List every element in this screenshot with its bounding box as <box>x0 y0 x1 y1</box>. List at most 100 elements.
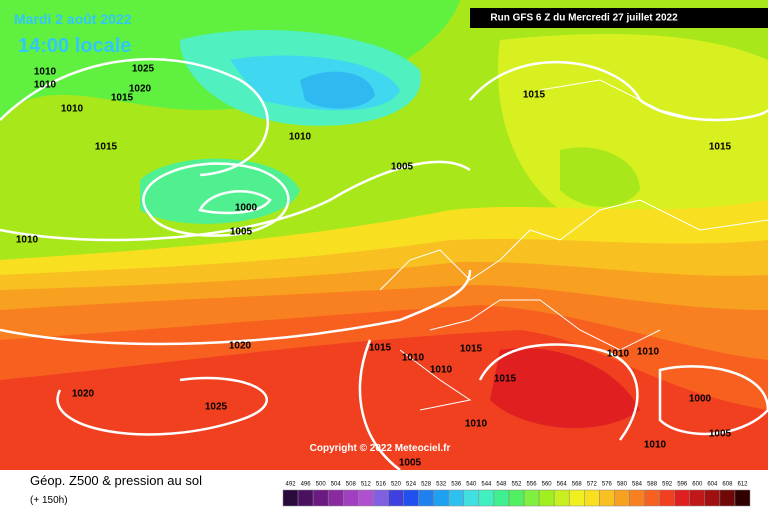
isobar-label: 1020 <box>72 389 95 400</box>
scale-label: 540 <box>466 482 477 488</box>
isobar-label: 1010 <box>16 235 39 246</box>
scale-swatch <box>343 489 359 507</box>
footer-subtitle: (+ 150h) <box>30 495 68 506</box>
scale-label: 552 <box>511 482 522 488</box>
isobar-label: 1010 <box>34 67 57 78</box>
scale-swatch <box>448 489 465 507</box>
scale-label: 524 <box>406 482 417 488</box>
isobar <box>658 365 768 436</box>
scale-swatch <box>388 489 404 507</box>
scale-swatch <box>704 489 721 507</box>
scale-swatch <box>659 489 675 507</box>
isobar-label: 1010 <box>289 132 312 143</box>
footer-title: Géop. Z500 & pression au sol <box>30 473 202 488</box>
isobar-label: 1015 <box>369 343 392 354</box>
isobar <box>0 57 269 177</box>
scale-label: 496 <box>301 482 312 488</box>
isobar-label: 1010 <box>637 347 660 358</box>
isobar-label: 1010 <box>430 365 453 376</box>
isobar-label: 1000 <box>235 203 258 214</box>
scale-swatch <box>689 489 706 507</box>
isobar-label: 1010 <box>465 419 488 430</box>
scale-swatch <box>403 489 419 507</box>
scale-swatch <box>493 489 510 507</box>
isobar <box>478 343 639 441</box>
scale-label: 504 <box>331 482 342 488</box>
copyright: Copyright © 2022 Meteociel.fr <box>310 443 451 454</box>
scale-swatch <box>538 489 555 507</box>
scale-label: 500 <box>316 482 327 488</box>
scale-label: 584 <box>632 482 643 488</box>
scale-swatch <box>418 489 434 507</box>
isobar-label: 1010 <box>607 349 630 360</box>
isobar-label: 1005 <box>709 429 732 440</box>
scale-label: 536 <box>451 482 462 488</box>
isobar <box>0 160 471 242</box>
field-scandinavia <box>560 147 640 207</box>
scale-swatch <box>463 489 480 507</box>
scale-label: 508 <box>346 482 357 488</box>
scale-swatch <box>599 489 615 507</box>
isobar <box>56 376 268 436</box>
isobar-label: 1010 <box>402 353 425 364</box>
isobar-label: 1015 <box>709 142 732 153</box>
isobar-label: 1010 <box>34 80 57 91</box>
scale-label: 560 <box>542 482 553 488</box>
isobar-label: 1005 <box>399 458 422 469</box>
isobar-label: 1025 <box>205 402 228 413</box>
scale-label: 572 <box>587 482 598 488</box>
scale-swatch <box>312 489 329 507</box>
scale-label: 516 <box>376 482 387 488</box>
scale-swatch <box>674 489 690 507</box>
scale-swatch <box>584 489 600 507</box>
scale-label: 544 <box>481 482 492 488</box>
forecast-time: 14:00 locale <box>18 35 131 57</box>
scale-swatch <box>358 489 374 507</box>
isobar <box>358 339 401 471</box>
scale-swatch <box>282 489 299 507</box>
isobar-label: 1015 <box>523 90 546 101</box>
run-banner <box>470 8 768 28</box>
isobar-label: 1015 <box>111 93 134 104</box>
scale-label: 600 <box>692 482 703 488</box>
isobar <box>0 269 472 346</box>
isobar <box>469 60 768 122</box>
isobar-label: 1010 <box>644 440 667 451</box>
isobar-label: 1005 <box>230 227 253 238</box>
scale-label: 556 <box>527 482 538 488</box>
forecast-date: Mardi 2 août 2022 <box>14 11 132 27</box>
scale-label: 548 <box>496 482 507 488</box>
coastline <box>379 79 768 411</box>
scale-label: 580 <box>617 482 628 488</box>
scale-label: 520 <box>391 482 402 488</box>
scale-label: 604 <box>707 482 718 488</box>
scale-swatch <box>568 489 585 507</box>
scale-swatch <box>614 489 630 507</box>
scale-label: 564 <box>557 482 568 488</box>
isobar-label: 1025 <box>132 64 155 75</box>
isobar-label: 1005 <box>391 162 414 173</box>
scale-label: 592 <box>662 482 673 488</box>
scale-swatch <box>629 489 645 507</box>
scale-swatch <box>644 489 660 507</box>
scale-swatch <box>297 489 314 507</box>
isobar-label: 1010 <box>61 104 84 115</box>
field-deep-red <box>490 348 640 429</box>
isobar <box>142 162 290 237</box>
isobar-label: 1020 <box>129 84 152 95</box>
scale-swatch <box>478 489 495 507</box>
run-info: Run GFS 6 Z du Mercredi 27 juillet 2022 <box>490 13 678 24</box>
scale-label: 596 <box>677 482 688 488</box>
scale-label: 576 <box>602 482 613 488</box>
scale-swatch <box>734 489 751 507</box>
isobar <box>198 190 272 215</box>
field-blue <box>300 71 375 109</box>
scale-swatch <box>719 489 736 507</box>
isobar-label: 1015 <box>460 344 483 355</box>
scale-label: 528 <box>421 482 432 488</box>
scale-swatch <box>508 489 525 507</box>
scale-label: 532 <box>436 482 447 488</box>
scale-swatch <box>327 489 344 507</box>
scale-label: 512 <box>361 482 372 488</box>
